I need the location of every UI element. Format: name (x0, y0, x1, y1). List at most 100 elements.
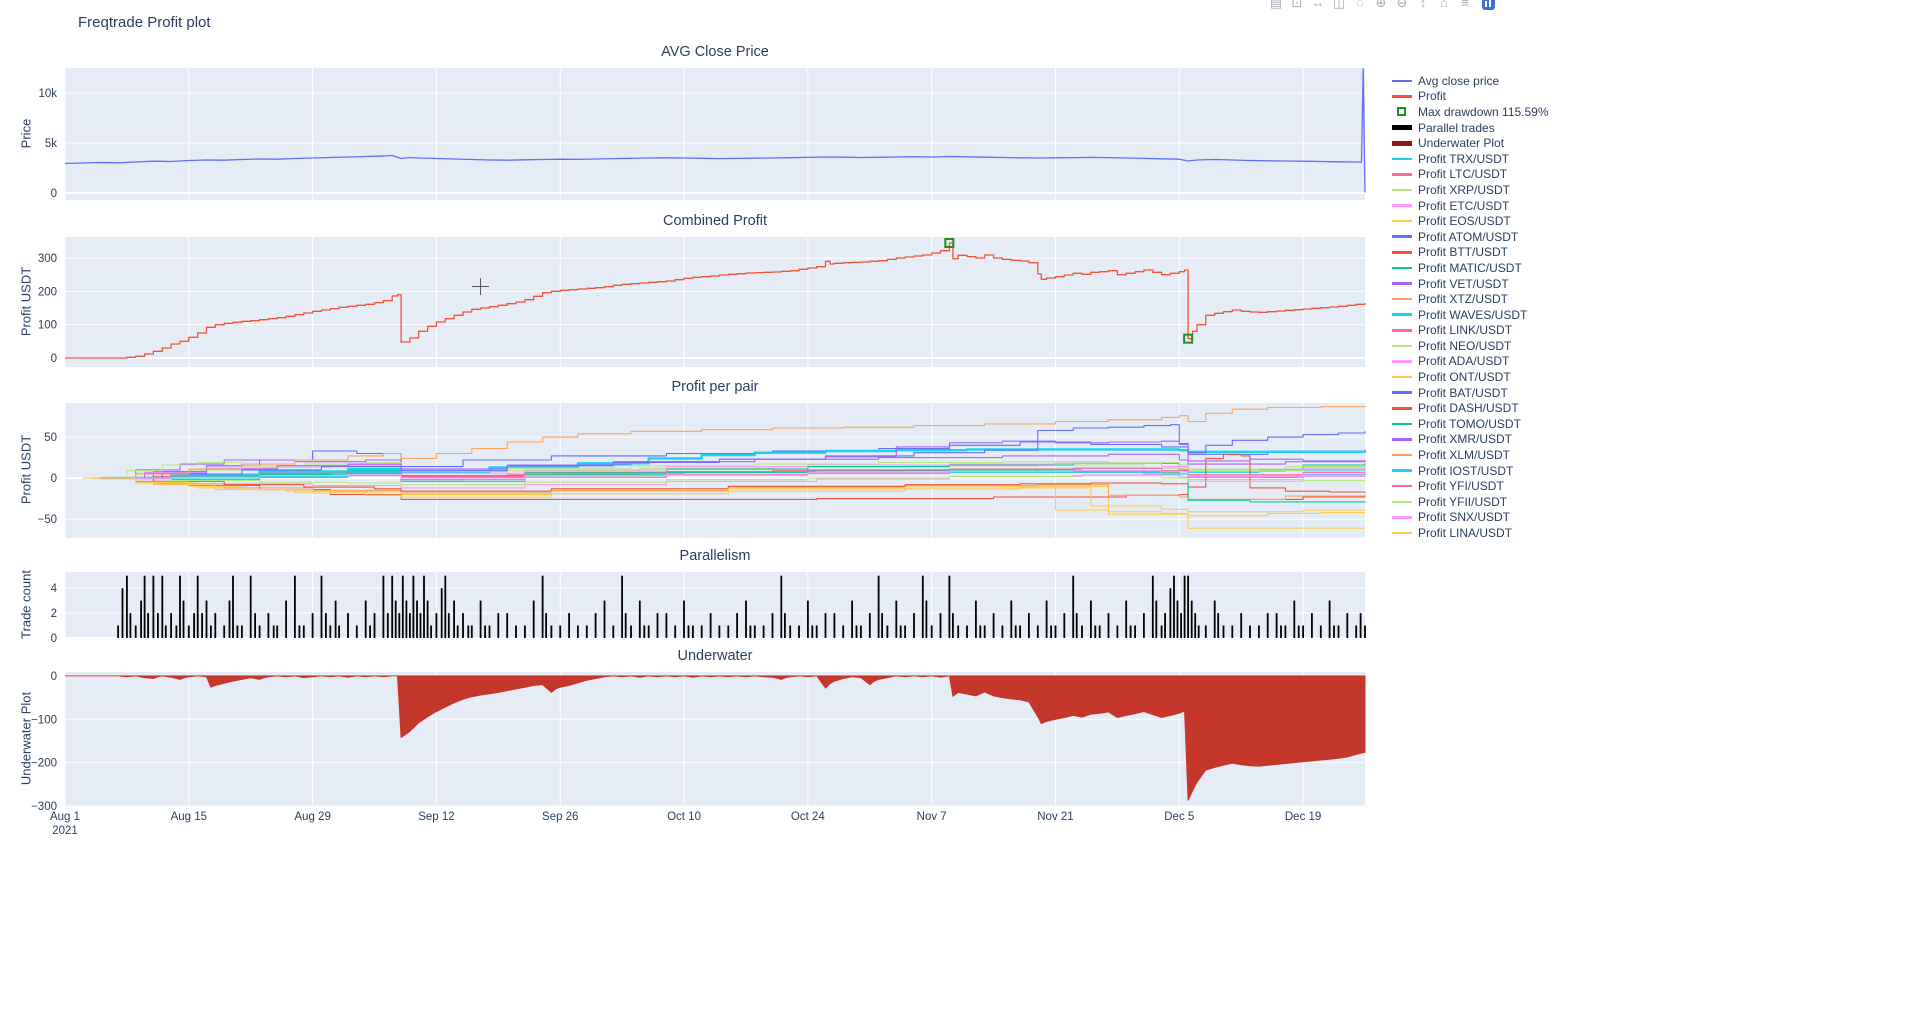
parallel-trades-bar (1050, 625, 1052, 638)
y-tick-label: 5k (45, 138, 57, 150)
parallel-trades-bar (126, 575, 128, 638)
series-profit-yfii-usdt (100, 475, 1366, 486)
box-select-icon[interactable]: ◫ (1332, 0, 1346, 10)
legend-item-profit-yfii-usdt[interactable]: Profit YFII/USDT (1392, 494, 1549, 510)
parallel-trades-bar (1197, 625, 1200, 638)
legend-label: Profit ADA/USDT (1418, 354, 1510, 369)
parallel-trades-bar (1169, 588, 1172, 638)
legend-item-profit[interactable]: Profit (1392, 89, 1549, 105)
legend-line-swatch-icon (1392, 266, 1412, 270)
lasso-select-icon[interactable]: ◌ (1356, 0, 1364, 10)
legend-item-profit-ont-usdt[interactable]: Profit ONT/USDT (1392, 369, 1549, 385)
legend-item-underwater-plot[interactable]: Underwater Plot (1392, 135, 1549, 151)
legend-line-swatch-icon (1392, 469, 1412, 472)
parallel-trades-bar (815, 625, 818, 638)
parallel-trades-bar (692, 625, 694, 638)
legend-item-profit-waves-usdt[interactable]: Profit WAVES/USDT (1392, 307, 1549, 323)
legend-item-profit-ltc-usdt[interactable]: Profit LTC/USDT (1392, 167, 1549, 183)
parallel-trades-bar (401, 575, 404, 638)
autoscale-icon[interactable]: ↕ (1419, 0, 1427, 10)
legend-line-swatch-icon (1392, 438, 1412, 441)
zoom-in-icon[interactable]: ⊕ (1375, 0, 1387, 10)
legend-item-profit-xrp-usdt[interactable]: Profit XRP/USDT (1392, 182, 1549, 198)
parallel-trades-bar (700, 625, 703, 638)
legend-item-profit-tomo-usdt[interactable]: Profit TOMO/USDT (1392, 416, 1549, 432)
legend-line-swatch-icon (1392, 219, 1412, 223)
parallel-trades-bar (1275, 613, 1278, 638)
legend-item-parallel-trades[interactable]: Parallel trades (1392, 120, 1549, 136)
legend-item-profit-matic-usdt[interactable]: Profit MATIC/USDT (1392, 260, 1549, 276)
legend-item-profit-xtz-usdt[interactable]: Profit XTZ/USDT (1392, 291, 1549, 307)
legend-item-profit-link-usdt[interactable]: Profit LINK/USDT (1392, 323, 1549, 339)
legend-item-profit-lina-usdt[interactable]: Profit LINA/USDT (1392, 525, 1549, 541)
legend-item-max-drawdown-115-59[interactable]: Max drawdown 115.59% (1392, 104, 1549, 120)
legend-item-avg-close-price[interactable]: Avg close price (1392, 73, 1549, 89)
parallel-trades-bar (1098, 625, 1101, 638)
parallel-trades-bar (419, 613, 422, 638)
x-tick-label: Sep 26 (542, 811, 578, 823)
legend-label: Profit LTC/USDT (1418, 167, 1508, 182)
legend-item-profit-trx-usdt[interactable]: Profit TRX/USDT (1392, 151, 1549, 167)
page-title: Freqtrade Profit plot (78, 14, 211, 31)
toggle-spikelines-icon[interactable]: ≡ (1461, 0, 1469, 10)
parallel-trades-bar (1346, 613, 1349, 638)
parallel-trades-bar (430, 625, 432, 638)
zoom-out-icon[interactable]: ⊖ (1396, 0, 1408, 10)
legend-item-profit-etc-usdt[interactable]: Profit ETC/USDT (1392, 198, 1549, 214)
legend-item-profit-iost-usdt[interactable]: Profit IOST/USDT (1392, 463, 1549, 479)
legend-line-swatch-icon (1392, 484, 1412, 488)
parallel-trades-bar (462, 613, 464, 638)
legend-item-profit-yfi-usdt[interactable]: Profit YFI/USDT (1392, 478, 1549, 494)
parallel-trades-bar (129, 613, 132, 638)
parallel-trades-bar (1355, 625, 1358, 638)
legend-label: Profit (1418, 89, 1447, 104)
legend-item-profit-neo-usdt[interactable]: Profit NEO/USDT (1392, 338, 1549, 354)
legend-label: Parallel trades (1418, 120, 1495, 135)
reset-axes-icon[interactable]: ⌂ (1440, 0, 1448, 10)
plot-area-combined-profit[interactable] (65, 237, 1365, 367)
legend-item-profit-btt-usdt[interactable]: Profit BTT/USDT (1392, 245, 1549, 261)
plotly-logo-icon[interactable] (1482, 0, 1495, 10)
legend-item-profit-atom-usdt[interactable]: Profit ATOM/USDT (1392, 229, 1549, 245)
parallel-trades-bar (426, 600, 429, 638)
parallel-trades-bar (638, 600, 641, 638)
series-profit-dash-usdt (100, 453, 1366, 493)
legend-line-swatch-icon (1392, 125, 1412, 131)
legend-item-profit-eos-usdt[interactable]: Profit EOS/USDT (1392, 213, 1549, 229)
parallel-trades-bar (1187, 575, 1189, 638)
parallel-trades-bar (1297, 625, 1300, 638)
subplot-title-parallelism: Parallelism (679, 548, 751, 564)
legend-item-profit-vet-usdt[interactable]: Profit VET/USDT (1392, 276, 1549, 292)
parallel-trades-bar (585, 625, 588, 638)
parallel-trades-bar (347, 613, 349, 638)
parallel-trades-bar (1364, 625, 1366, 638)
parallel-trades-bar (254, 613, 256, 638)
plot-area-avg-close-price[interactable] (65, 68, 1365, 200)
parallel-trades-bar (736, 613, 738, 638)
download-plot-icon[interactable]: ▤ (1269, 0, 1283, 10)
plot-area-parallelism[interactable] (65, 572, 1365, 638)
legend-item-profit-ada-usdt[interactable]: Profit ADA/USDT (1392, 354, 1549, 370)
x-tick-label: Oct 24 (791, 811, 825, 823)
legend-item-profit-xlm-usdt[interactable]: Profit XLM/USDT (1392, 447, 1549, 463)
subplot-title-underwater: Underwater (677, 648, 753, 664)
y-tick-label: −100 (31, 714, 57, 726)
pan-icon[interactable]: ↔ (1311, 0, 1325, 10)
y-tick-label: 10k (38, 88, 57, 100)
parallel-trades-bar (1176, 600, 1179, 638)
legend-item-profit-xmr-usdt[interactable]: Profit XMR/USDT (1392, 432, 1549, 448)
legend-label: Avg close price (1418, 73, 1500, 88)
parallel-trades-bar (1240, 613, 1243, 638)
parallel-trades-bar (140, 600, 142, 638)
parallel-trades-bar (1231, 625, 1234, 638)
parallel-trades-bar (1094, 625, 1097, 638)
legend-item-profit-snx-usdt[interactable]: Profit SNX/USDT (1392, 510, 1549, 526)
x-tick-label: Aug 1 (50, 811, 80, 823)
parallel-trades-bar (276, 625, 279, 638)
legend-item-profit-dash-usdt[interactable]: Profit DASH/USDT (1392, 400, 1549, 416)
legend-item-profit-bat-usdt[interactable]: Profit BAT/USDT (1392, 385, 1549, 401)
zoom-icon[interactable]: ⊡ (1291, 0, 1303, 10)
legend-line-swatch-icon (1392, 422, 1412, 426)
parallel-trades-bar (1249, 625, 1251, 638)
